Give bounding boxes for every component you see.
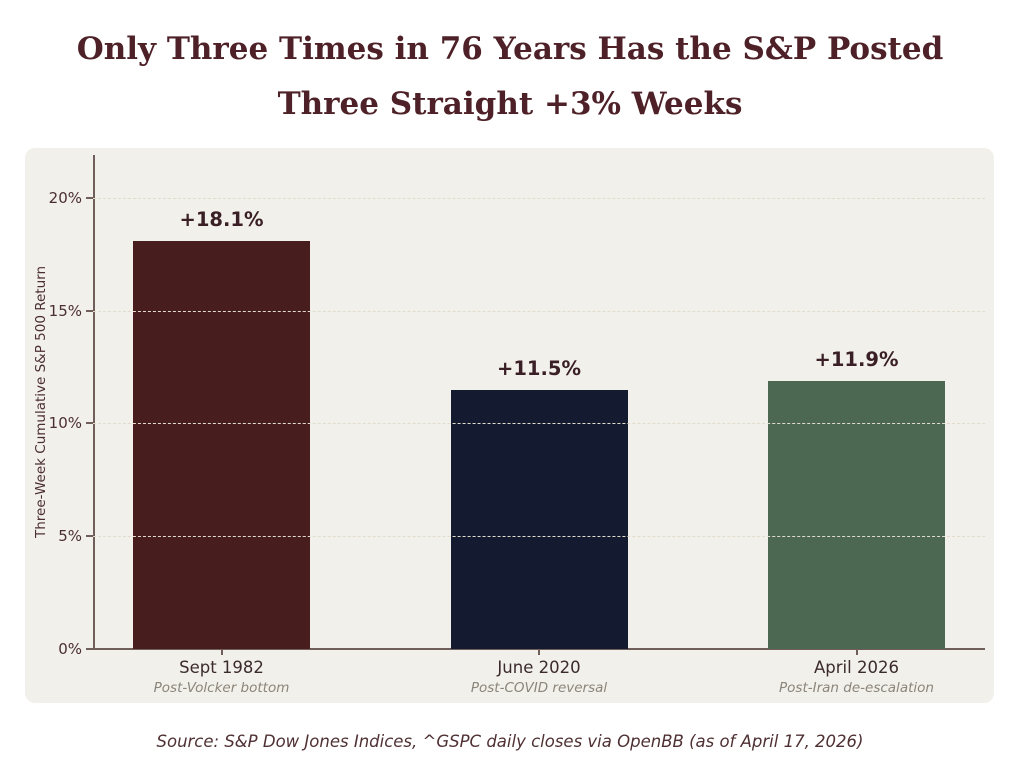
x-axis-labels-row: Sept 1982 Post-Volcker bottom June 2020 Pos… xyxy=(93,650,985,696)
y-tick-mark xyxy=(86,648,93,650)
y-tick-mark xyxy=(86,196,93,199)
x-tick-mark xyxy=(220,650,223,655)
x-category-sublabel: Post-Volcker bottom xyxy=(153,680,290,696)
x-axis-spine xyxy=(93,648,985,650)
bar-2 xyxy=(450,389,628,649)
bar-slot-3: +11.9% xyxy=(768,155,945,649)
y-tick-mark xyxy=(86,309,93,312)
x-category-sublabel: Post-COVID reversal xyxy=(470,680,608,696)
x-category-label: April 2026 xyxy=(814,658,899,677)
y-tick-mark xyxy=(86,422,93,425)
bar-1 xyxy=(133,240,310,649)
bars-row: +18.1% +11.5% +11.9% xyxy=(93,155,985,649)
y-tick-label: 20% xyxy=(48,188,82,207)
x-category-1: Sept 1982 Post-Volcker bottom xyxy=(133,650,310,696)
x-tick-mark xyxy=(538,650,540,655)
gridline-5 xyxy=(93,536,985,538)
y-tick-label: 15% xyxy=(48,301,82,320)
bar-value-label: +11.5% xyxy=(497,356,581,380)
x-category-sublabel: Post-Iran de-escalation xyxy=(779,680,934,696)
bar-value-label: +18.1% xyxy=(179,207,264,231)
bar-value-label: +11.9% xyxy=(814,347,899,371)
x-category-label: June 2020 xyxy=(497,658,581,677)
source-caption: Source: S&P Dow Jones Indices, ^GSPC dai… xyxy=(156,732,864,751)
y-axis-spine xyxy=(93,155,95,650)
y-axis-title: Three-Week Cumulative S&P 500 Return xyxy=(33,266,49,538)
bar-slot-2: +11.5% xyxy=(450,155,628,649)
chart-panel: +18.1% +11.5% +11.9% Sept 1982 Post-Volcker… xyxy=(25,148,994,703)
y-tick-mark xyxy=(86,535,93,538)
y-tick-label: 0% xyxy=(58,640,82,658)
x-tick-mark xyxy=(855,650,858,655)
gridline-20 xyxy=(93,197,985,199)
chart-title: Only Three Times in 76 Years Has the S&P… xyxy=(0,22,1020,132)
x-category-label: Sept 1982 xyxy=(179,658,264,677)
y-tick-label: 10% xyxy=(48,414,82,433)
gridline-10 xyxy=(93,423,985,425)
x-category-2: June 2020 Post-COVID reversal xyxy=(451,650,628,696)
chart-title-line1: Only Three Times in 76 Years Has the S&P… xyxy=(76,31,944,67)
y-tick-label: 5% xyxy=(58,527,82,546)
chart-title-line2: Three Straight +3% Weeks xyxy=(277,86,743,122)
bar-slot-1: +18.1% xyxy=(133,155,310,649)
bar-3 xyxy=(768,380,945,649)
x-category-3: April 2026 Post-Iran de-escalation xyxy=(768,650,945,696)
gridline-15 xyxy=(93,310,985,312)
